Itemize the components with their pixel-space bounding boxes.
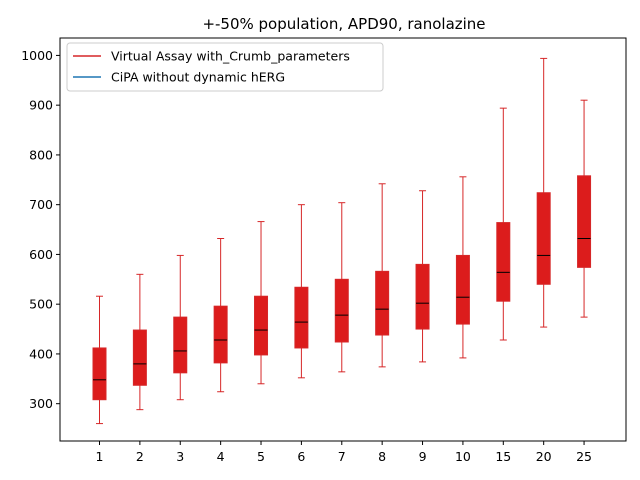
box-iqr xyxy=(415,263,430,330)
x-tick-label: 3 xyxy=(176,449,184,464)
legend: Virtual Assay with_Crumb_parameters CiPA… xyxy=(66,42,384,92)
box-iqr xyxy=(254,295,269,356)
box-plot-2 xyxy=(132,273,147,411)
x-tick-label: 4 xyxy=(217,449,225,464)
box-plot-10 xyxy=(455,176,470,359)
box-iqr xyxy=(496,222,511,302)
x-tick-label: 20 xyxy=(536,449,552,464)
box-plot-3 xyxy=(173,254,188,401)
y-tick-label: 800 xyxy=(29,147,53,162)
x-tick-label: 8 xyxy=(378,449,386,464)
y-axis: 300 400 500 600 700 800 900 1000 xyxy=(21,48,60,411)
box-iqr xyxy=(536,192,551,285)
x-tick-label: 15 xyxy=(495,449,511,464)
chart-title: +-50% population, APD90, ranolazine xyxy=(202,15,485,33)
x-tick-label: 25 xyxy=(576,449,592,464)
legend-label-series-1: Virtual Assay with_Crumb_parameters xyxy=(111,49,350,64)
box-plot-6 xyxy=(294,204,309,379)
y-tick-label: 500 xyxy=(29,297,53,312)
box-iqr xyxy=(455,254,470,325)
x-tick-label: 10 xyxy=(455,449,471,464)
y-tick-label: 300 xyxy=(29,396,53,411)
x-tick-label: 7 xyxy=(338,449,346,464)
y-tick-label: 600 xyxy=(29,247,53,262)
box-iqr xyxy=(334,278,349,343)
box-iqr xyxy=(577,175,592,268)
x-tick-label: 5 xyxy=(257,449,265,464)
box-iqr xyxy=(92,347,107,401)
box-iqr xyxy=(132,329,147,386)
legend-label-series-2: CiPA without dynamic hERG xyxy=(111,70,285,85)
box-plot-7 xyxy=(334,202,349,373)
box-plot-1 xyxy=(92,295,107,425)
y-tick-label: 700 xyxy=(29,197,53,212)
box-plot-5 xyxy=(254,221,269,385)
box-iqr xyxy=(173,316,188,374)
box-plot-20 xyxy=(536,57,551,328)
box-plot-9 xyxy=(415,190,430,363)
y-tick-label: 900 xyxy=(29,98,53,113)
box-plot-8 xyxy=(375,183,390,368)
legend-frame xyxy=(66,42,384,92)
x-tick-label: 1 xyxy=(96,449,104,464)
box-plot-15 xyxy=(496,107,511,341)
y-tick-label: 1000 xyxy=(21,48,53,63)
x-tick-label: 2 xyxy=(136,449,144,464)
x-tick-label: 6 xyxy=(297,449,305,464)
x-axis: 1 2 3 4 5 6 7 8 9 10 15 20 25 xyxy=(96,441,592,464)
x-tick-label: 9 xyxy=(419,449,427,464)
y-tick-label: 400 xyxy=(29,346,53,361)
box-iqr xyxy=(213,305,228,364)
box-iqr xyxy=(375,270,390,336)
box-iqr xyxy=(294,286,309,349)
box-plot-25 xyxy=(577,99,592,318)
box-plot-4 xyxy=(213,238,228,393)
plot-boxes xyxy=(92,57,592,425)
plot-frame xyxy=(59,37,627,442)
